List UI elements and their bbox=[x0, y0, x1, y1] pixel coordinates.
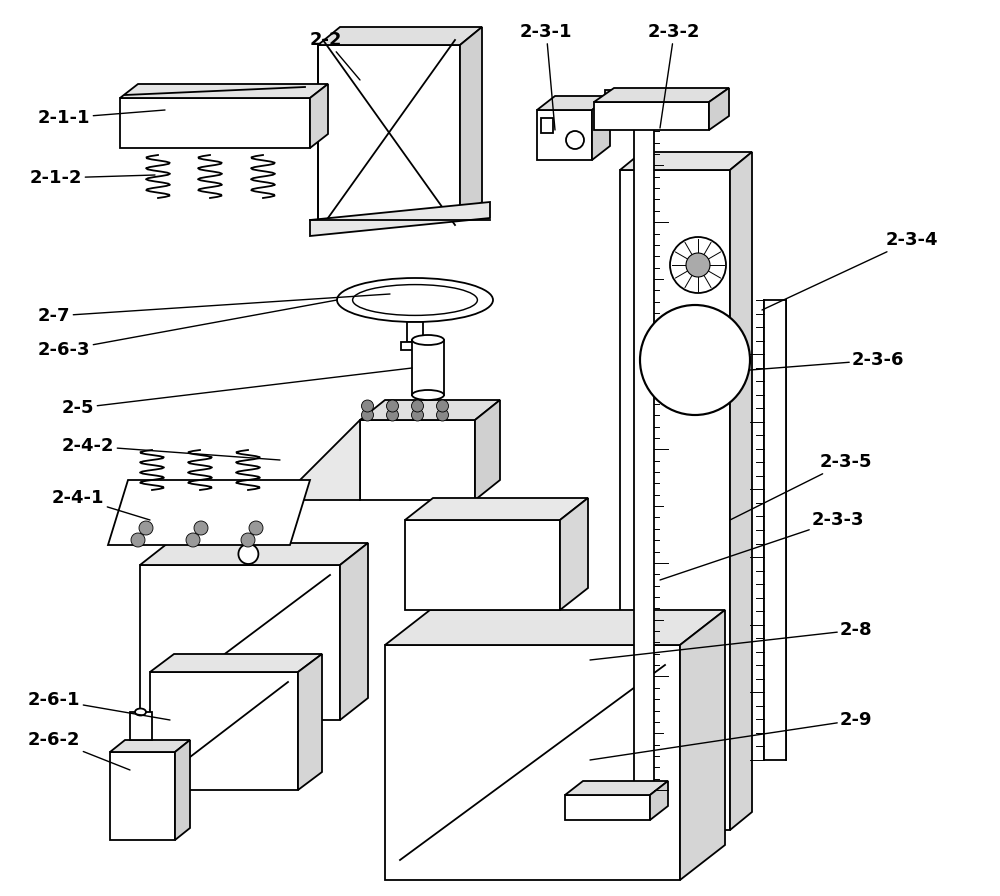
Text: 2-9: 2-9 bbox=[590, 711, 872, 760]
Ellipse shape bbox=[412, 390, 444, 400]
Polygon shape bbox=[360, 420, 475, 500]
Polygon shape bbox=[537, 110, 592, 160]
Polygon shape bbox=[634, 120, 654, 790]
Polygon shape bbox=[310, 202, 490, 236]
Circle shape bbox=[194, 521, 208, 535]
Polygon shape bbox=[120, 84, 328, 98]
Circle shape bbox=[686, 253, 710, 277]
Polygon shape bbox=[730, 152, 752, 830]
Circle shape bbox=[670, 237, 726, 293]
Polygon shape bbox=[594, 88, 729, 102]
Polygon shape bbox=[318, 27, 482, 45]
Polygon shape bbox=[412, 340, 444, 395]
Circle shape bbox=[241, 533, 255, 547]
Polygon shape bbox=[592, 96, 610, 160]
Polygon shape bbox=[175, 740, 190, 840]
Polygon shape bbox=[605, 90, 640, 104]
Polygon shape bbox=[565, 795, 650, 820]
Polygon shape bbox=[620, 170, 730, 830]
Polygon shape bbox=[340, 543, 368, 720]
Polygon shape bbox=[490, 510, 558, 600]
Text: 2-5: 2-5 bbox=[62, 368, 412, 417]
Text: 2-7: 2-7 bbox=[38, 294, 390, 325]
Text: 2-6-3: 2-6-3 bbox=[38, 300, 337, 359]
Polygon shape bbox=[558, 500, 572, 600]
Text: 2-3-6: 2-3-6 bbox=[750, 351, 904, 370]
Polygon shape bbox=[565, 781, 668, 795]
Polygon shape bbox=[150, 672, 298, 790]
Circle shape bbox=[412, 400, 424, 412]
Polygon shape bbox=[130, 712, 152, 740]
Polygon shape bbox=[120, 98, 310, 148]
Text: 2-3-4: 2-3-4 bbox=[762, 231, 938, 310]
Ellipse shape bbox=[412, 335, 444, 345]
Circle shape bbox=[139, 521, 153, 535]
Polygon shape bbox=[405, 498, 588, 520]
Text: 2-3-3: 2-3-3 bbox=[660, 511, 864, 580]
Text: 2-2: 2-2 bbox=[310, 31, 360, 80]
Text: 2-8: 2-8 bbox=[590, 621, 873, 660]
Text: 2-4-2: 2-4-2 bbox=[62, 437, 280, 460]
Polygon shape bbox=[475, 400, 500, 500]
Text: 2-1-2: 2-1-2 bbox=[30, 169, 155, 187]
Polygon shape bbox=[460, 27, 482, 220]
Circle shape bbox=[436, 409, 448, 421]
Polygon shape bbox=[140, 565, 340, 720]
Circle shape bbox=[131, 533, 145, 547]
Polygon shape bbox=[385, 610, 725, 645]
Polygon shape bbox=[764, 300, 786, 760]
Text: 2-3-5: 2-3-5 bbox=[730, 453, 872, 520]
Circle shape bbox=[386, 409, 398, 421]
Polygon shape bbox=[150, 654, 322, 672]
Text: 2-1-1: 2-1-1 bbox=[38, 109, 165, 127]
Polygon shape bbox=[310, 84, 328, 148]
Polygon shape bbox=[405, 520, 560, 610]
Circle shape bbox=[386, 400, 398, 412]
Polygon shape bbox=[407, 322, 423, 342]
Text: 2-6-1: 2-6-1 bbox=[28, 691, 170, 720]
Polygon shape bbox=[401, 342, 429, 350]
Polygon shape bbox=[108, 480, 310, 545]
Polygon shape bbox=[709, 88, 729, 130]
Polygon shape bbox=[298, 654, 322, 790]
Circle shape bbox=[362, 409, 374, 421]
Circle shape bbox=[186, 533, 200, 547]
Text: 2-3-2: 2-3-2 bbox=[648, 23, 700, 128]
Polygon shape bbox=[541, 117, 553, 133]
Polygon shape bbox=[537, 96, 610, 110]
Circle shape bbox=[249, 521, 263, 535]
Polygon shape bbox=[560, 498, 588, 610]
Polygon shape bbox=[140, 543, 368, 565]
Polygon shape bbox=[385, 645, 680, 880]
Circle shape bbox=[362, 400, 374, 412]
Polygon shape bbox=[490, 500, 572, 510]
Polygon shape bbox=[280, 420, 360, 500]
Circle shape bbox=[436, 400, 448, 412]
Polygon shape bbox=[620, 152, 752, 170]
Circle shape bbox=[566, 131, 584, 149]
Text: 2-6-2: 2-6-2 bbox=[28, 731, 130, 770]
Polygon shape bbox=[110, 740, 190, 752]
Circle shape bbox=[640, 305, 750, 415]
Polygon shape bbox=[650, 781, 668, 820]
Polygon shape bbox=[594, 102, 709, 130]
Ellipse shape bbox=[337, 278, 493, 322]
Polygon shape bbox=[680, 610, 725, 880]
Circle shape bbox=[412, 409, 424, 421]
Polygon shape bbox=[110, 752, 175, 840]
Text: 2-3-1: 2-3-1 bbox=[520, 23, 572, 130]
Polygon shape bbox=[318, 45, 460, 220]
Polygon shape bbox=[360, 400, 500, 420]
Text: 2-4-1: 2-4-1 bbox=[52, 489, 150, 520]
Circle shape bbox=[238, 544, 258, 564]
Ellipse shape bbox=[135, 709, 146, 716]
